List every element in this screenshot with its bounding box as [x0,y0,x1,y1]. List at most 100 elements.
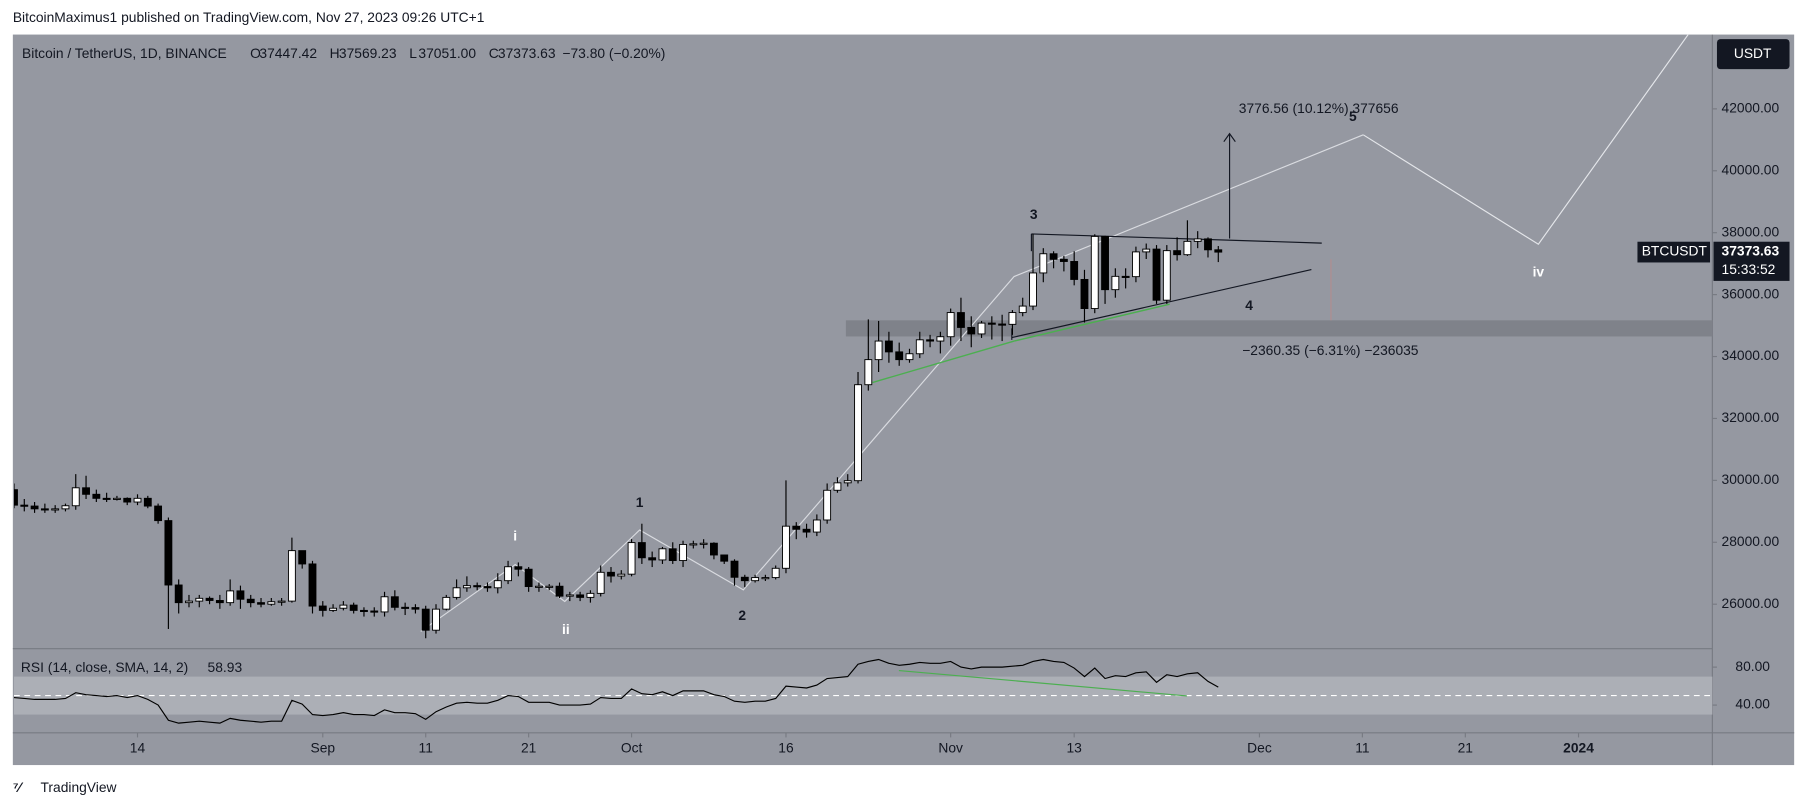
candle-body [380,596,389,613]
y-tick-label: 40000.00 [1722,161,1780,177]
green-trend [1013,303,1170,342]
currency[interactable]: USDT [1734,45,1772,61]
legend-value: 37569.23 [339,45,397,61]
candle-body [751,577,760,582]
candle-body [1142,248,1151,253]
chart-area [12,34,1795,766]
candle-body [596,571,605,594]
legend-value: 37447.42 [259,45,317,61]
y-tick-label: 40.00 [1735,696,1770,712]
candle-body [1029,272,1037,307]
candle-body [123,497,132,503]
footer-logo: ⁷⁄ TradingView [13,779,118,795]
candle-body [442,596,451,610]
candle-body [185,600,193,604]
candle-body [946,312,955,338]
candle-body [1080,278,1089,310]
y-tick-label: 34000.00 [1722,347,1780,363]
candles [13,220,1223,639]
candle-body [782,525,790,569]
x-tick-label: Nov [938,740,963,756]
candle-body [246,598,255,604]
candle-body [1132,251,1140,278]
candle-body [13,489,18,506]
candle-body [637,542,646,559]
legend-value: 37373.63 [498,45,556,61]
currency-button[interactable] [1716,39,1790,70]
candle-body [617,573,626,577]
projection-path [1362,34,1689,246]
candle-body [648,557,657,561]
x-tick-label: 13 [1066,740,1082,756]
candle-body [1173,250,1182,256]
candle-body [987,322,996,325]
candle-body [236,590,245,600]
candle-body [61,505,70,510]
candle-body [761,577,770,580]
candle-body [143,497,152,507]
x-tick-label: Dec [1247,740,1272,756]
candle-body [607,571,615,577]
candle-body [833,482,842,491]
wave-path [420,134,1364,632]
candle-body [926,339,934,342]
x-tick-label: 14 [130,740,146,756]
annotation: 5 [1349,108,1357,124]
y-tick-label: 32000.00 [1722,409,1780,425]
candle-body [802,528,811,533]
candle-body [967,326,976,335]
legend-change: −73.80 (−0.20%) [562,45,665,61]
plot: 26000.00 28000.00 30000.00 32000.00 34000.00… [13,34,1790,756]
price-tag: 37373.63 [1722,243,1780,259]
annotation: ii [562,621,570,637]
candle-body [205,597,214,601]
candle-body [740,576,749,582]
candle-body [812,519,821,533]
candle-body [411,607,420,610]
candle-body [689,543,698,546]
candle-body [401,606,410,609]
candle-body [154,505,163,522]
x-tick-label: 16 [778,740,794,756]
candle-body [30,505,39,510]
candle-body [267,601,276,605]
candle-body [1090,235,1099,310]
publisher: BitcoinMaximus1 published on TradingView… [13,9,485,25]
legend-value: 37051.00 [418,45,476,61]
candle-body [1059,258,1068,262]
candle-body [1193,238,1202,242]
candle-body [710,542,718,556]
triangle-bottom [1011,269,1312,339]
x-tick-label: 11 [419,740,433,756]
candle-body [421,608,430,631]
y-tick-label: 36000.00 [1722,285,1780,301]
x-tick-label: 2024 [1563,740,1594,756]
candle-body [514,566,523,570]
candle-body [1039,253,1048,274]
candle-body [823,489,832,521]
legend-key: C [489,45,499,61]
candle-body [257,602,265,605]
rsi-divergence [898,670,1187,697]
annotation: iv [1533,264,1545,280]
y-tick-label: 26000.00 [1722,595,1780,611]
y-tick-label: 30000.00 [1722,471,1780,487]
annotation: −2360.35 (−6.31%) −236035 [1242,342,1419,358]
rsi-title: RSI (14, close, SMA, 14, 2) [21,659,188,675]
candle-body [51,508,60,511]
candle-body [977,322,986,335]
candle-body [92,493,101,499]
y-tick-label: 38000.00 [1722,223,1780,239]
candle-body [504,566,512,582]
candle-body [113,497,121,500]
candle-body [627,542,636,575]
candle-body [535,585,543,588]
candle-body [843,480,852,484]
candle-body [576,594,585,598]
candle-body [349,604,358,611]
candle-body [82,487,90,495]
arrow-head [1223,132,1236,143]
candle-body [658,548,667,561]
